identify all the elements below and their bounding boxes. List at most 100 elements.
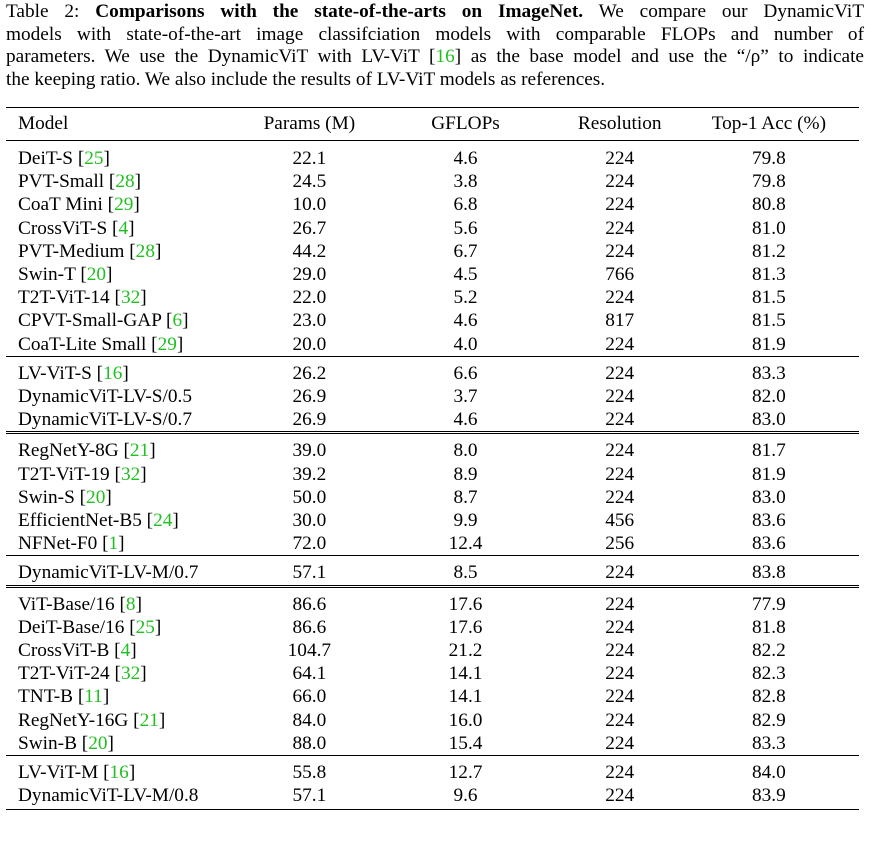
citation-link[interactable]: 4 [120, 640, 131, 662]
cell-params: 86.6 [292, 616, 327, 638]
cell-resolution: 224 [605, 709, 635, 731]
citation-link[interactable]: 28 [135, 240, 155, 262]
cell-model: Swin-T [20] [18, 264, 113, 286]
citation-link[interactable]: 20 [88, 732, 108, 754]
cell-resolution: 456 [605, 510, 635, 532]
citation-link[interactable]: 21 [139, 709, 159, 731]
cell-params: 55.8 [248, 755, 371, 785]
cell-resolution: 224 [605, 333, 635, 355]
cell-resolution: 224 [605, 486, 635, 508]
table-row: LV-ViT-S [16] 26.2 6.6 224 83.3 [6, 355, 859, 386]
citation-link[interactable]: 32 [120, 463, 141, 485]
cell-top1-acc: 81.5 [752, 310, 786, 332]
cell-gflops: 5.2 [453, 287, 478, 309]
citation-link[interactable]: 8 [125, 593, 136, 615]
citation-link[interactable]: 32 [120, 287, 141, 309]
table-row: LV-ViT-M [16] 55.8 12.7 224 84.0 [6, 755, 859, 785]
citation-link[interactable]: 16 [435, 46, 455, 68]
cell-model: DynamicViT-LV-M/0.8 [6, 784, 249, 811]
cell-gflops: 17.6 [448, 616, 483, 638]
cell-model: ViT-Base/16 [8] [6, 584, 249, 616]
citation-link[interactable]: 21 [129, 440, 150, 462]
citation-link[interactable]: 20 [86, 486, 106, 508]
cell-resolution: 224 [560, 584, 679, 616]
citation-link[interactable]: 6 [172, 310, 183, 332]
table-row: CrossViT-S [4] 26.7 5.6 224 81.0 [6, 217, 859, 240]
cell-top1-acc: 81.8 [752, 616, 786, 638]
table-row: PVT-Small [28] 24.5 3.8 224 79.8 [6, 170, 859, 193]
model-name: CrossViT-S [18, 217, 108, 239]
cell-resolution: 224 [605, 732, 635, 754]
cell-model: RegNetY-16G [21] [18, 709, 166, 731]
header-gflops: GFLOPs [370, 107, 561, 141]
cell-top1-acc: 81.7 [678, 431, 859, 463]
citation-link[interactable]: 29 [114, 194, 134, 216]
citation-link[interactable]: 1 [108, 533, 119, 555]
cell-gflops: 14.1 [448, 663, 483, 685]
cell-top1-acc: 83.6 [752, 533, 786, 555]
caption-line-4: the keeping ratio. We also include the r… [6, 69, 606, 91]
cell-resolution: 224 [605, 686, 635, 708]
table-row: DeiT-Base/16 [25] 86.6 17.6 224 81.8 [6, 616, 859, 639]
cell-resolution: 224 [605, 409, 635, 431]
model-name: Swin-B [18, 732, 77, 754]
cell-top1-acc: 83.3 [752, 732, 786, 754]
cell-resolution: 766 [605, 264, 635, 286]
model-name: LV-ViT-M [18, 762, 99, 784]
citation-link[interactable]: 4 [118, 217, 129, 239]
cell-top1-acc: 83.9 [678, 784, 859, 811]
cell-top1-acc: 82.3 [752, 663, 786, 685]
citation-link[interactable]: 29 [157, 333, 177, 355]
citation-link[interactable]: 20 [86, 264, 107, 286]
cell-params: 26.9 [292, 409, 327, 431]
table-row: TNT-B [11] 66.0 14.1 224 82.8 [6, 685, 859, 708]
cell-model: DynamicViT-LV-S/0.7 [6, 408, 248, 433]
header-params: Params (M) [248, 107, 371, 141]
table-row: PVT-Medium [28] 44.2 6.7 224 81.2 [6, 240, 859, 263]
cell-top1-acc: 82.2 [752, 640, 786, 662]
table-row: DynamicViT-LV-M/0.7 57.1 8.5 224 83.8 [6, 555, 859, 587]
table-row: RegNetY-8G [21] 39.0 8.0 224 81.7 [6, 431, 859, 463]
cell-params: 84.0 [292, 709, 327, 731]
table-row: DeiT-S [25] 22.1 4.6 224 79.8 [6, 141, 859, 171]
cell-gflops: 6.7 [453, 240, 478, 262]
citation-link[interactable]: 24 [153, 510, 173, 532]
table-row: CoaT Mini [29] 10.0 6.8 224 80.8 [6, 193, 859, 216]
table-row: Swin-T [20] 29.0 4.5 766 81.3 [6, 263, 859, 286]
cell-resolution: 224 [560, 755, 679, 785]
cell-params: 23.0 [292, 310, 327, 332]
model-name: TNT-B [18, 686, 73, 708]
cell-gflops: 8.0 [370, 431, 561, 463]
cell-top1-acc: 82.0 [752, 386, 786, 408]
cell-top1-acc: 83.8 [678, 555, 859, 587]
cell-params: 104.7 [287, 640, 332, 662]
citation-link[interactable]: 32 [120, 663, 141, 685]
citation-link[interactable]: 25 [84, 148, 104, 169]
model-name: T2T-ViT-19 [18, 463, 110, 485]
table-row: T2T-ViT-19 [32] 39.2 8.9 224 81.9 [6, 463, 859, 486]
cell-params: 64.1 [292, 663, 327, 685]
cell-resolution: 224 [560, 784, 679, 811]
caption-line-1: Table 2: Comparisons with the state-of-t… [6, 1, 864, 24]
cell-params: 39.0 [248, 431, 371, 463]
citation-link[interactable]: 11 [84, 686, 103, 708]
cell-model: Swin-B [20] [18, 732, 114, 754]
table-row: Swin-S [20] 50.0 8.7 224 83.0 [6, 486, 859, 509]
citation-link[interactable]: 16 [109, 762, 129, 784]
citation-link[interactable]: 16 [103, 362, 123, 384]
cell-resolution: 224 [605, 287, 635, 309]
cell-resolution: 224 [560, 555, 679, 587]
citation-link[interactable]: 25 [135, 616, 155, 638]
cell-gflops: 8.9 [453, 463, 478, 485]
table-row: CPVT-Small-GAP [6] 23.0 4.6 817 81.5 [6, 309, 859, 332]
citation-link[interactable]: 28 [115, 171, 135, 193]
caption-text-1: We compare our DynamicViT [598, 1, 864, 22]
caption-line-3: parameters. We use the DynamicViT with L… [6, 46, 864, 68]
cell-top1-acc: 81.2 [752, 240, 786, 262]
caption-title: Comparisons with the state-of-the-arts o… [95, 1, 584, 22]
table-row: T2T-ViT-24 [32] 64.1 14.1 224 82.3 [6, 662, 859, 685]
header-model: Model [6, 107, 249, 141]
cell-resolution: 224 [560, 355, 679, 386]
cell-params: 24.5 [292, 171, 327, 193]
